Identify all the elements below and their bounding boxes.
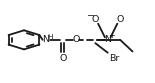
Text: O: O	[116, 15, 124, 24]
Text: Br: Br	[110, 54, 120, 63]
Text: +: +	[108, 31, 114, 40]
Text: O: O	[92, 15, 99, 24]
Text: O: O	[59, 54, 66, 63]
Text: −: −	[87, 10, 95, 19]
Text: O: O	[72, 35, 80, 44]
Text: N: N	[42, 35, 50, 44]
Text: H: H	[47, 34, 53, 40]
Text: N: N	[104, 35, 111, 44]
